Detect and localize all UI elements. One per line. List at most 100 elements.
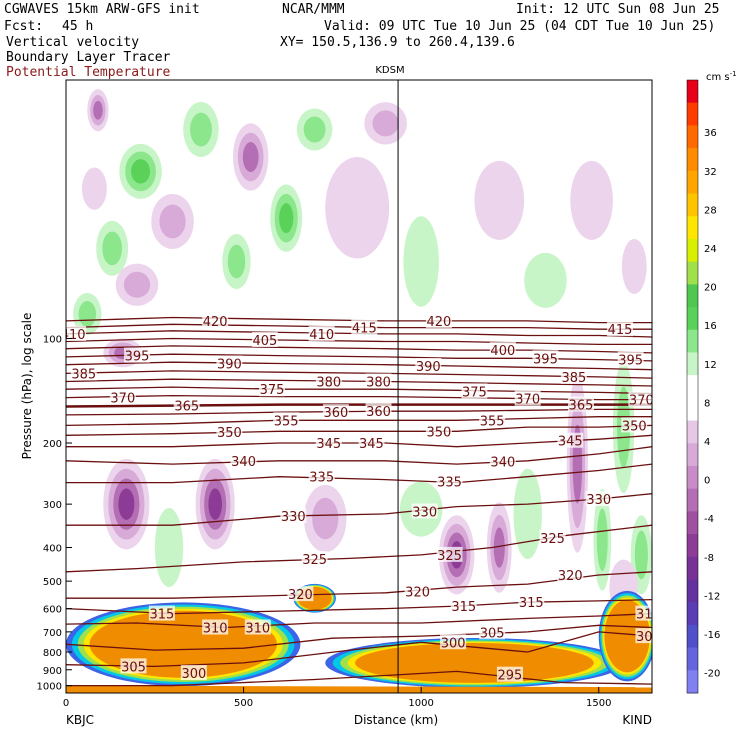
colorbar-segment — [687, 284, 698, 308]
contour-label-bg — [230, 452, 257, 468]
colorbar-tick-label: 16 — [704, 321, 717, 332]
contour-label-310: 310 — [203, 622, 228, 637]
theta-contour-310 — [66, 612, 652, 629]
valid-time: Valid: 09 UTC Tue 10 Jun 25 (04 CDT Tue … — [324, 19, 716, 34]
colorbar-tick-label: -16 — [704, 630, 720, 641]
w-region-26 — [312, 497, 339, 540]
tracer-region-2 — [355, 642, 594, 683]
x-start-station: KBJC — [66, 713, 94, 727]
w-region-31 — [634, 530, 648, 580]
theta-contour-305 — [66, 624, 652, 651]
contour-label-bg — [202, 619, 229, 635]
w-region-2 — [131, 159, 151, 184]
contour-label-bg — [607, 321, 634, 337]
contour-label-315: 315 — [149, 608, 174, 623]
w-region-22 — [596, 508, 608, 571]
w-region-25 — [154, 507, 184, 588]
contour-label-bg — [280, 508, 307, 524]
theta-contour-410 — [66, 330, 652, 338]
colorbar-tick-label: 36 — [704, 128, 717, 139]
w-region-18 — [621, 238, 647, 294]
contour-label-bg — [635, 628, 652, 644]
contour-label-310: 310 — [245, 622, 270, 637]
colorbar-tick-label: 32 — [704, 167, 717, 178]
contour-label-330: 330 — [586, 493, 611, 508]
field-name-tracer: Boundary Layer Tracer — [6, 50, 171, 65]
contour-label-365: 365 — [569, 399, 594, 414]
colorbar-segment — [687, 261, 698, 285]
contour-label-420: 420 — [426, 315, 451, 330]
y-axis-label: Pressure (hPa), log scale — [20, 313, 34, 460]
contour-label-360: 360 — [366, 405, 391, 420]
contour-label-bg — [273, 412, 300, 428]
w-region-0 — [93, 100, 103, 120]
theta-contour-380 — [66, 378, 652, 387]
contour-label-bg — [124, 347, 151, 363]
x-tick-label: 1500 — [586, 698, 611, 709]
contour-label-bg — [216, 355, 243, 371]
colorbar-segment — [687, 602, 698, 626]
contour-label-335: 335 — [437, 475, 462, 490]
contour-label-415: 415 — [352, 322, 377, 337]
theta-contour-345 — [66, 434, 652, 448]
w-region-24 — [208, 488, 222, 520]
contour-label-bg — [425, 423, 452, 439]
w-region-10 — [227, 244, 246, 279]
colorbar-unit: cm s-1 — [706, 70, 737, 83]
contour-label-345: 345 — [558, 435, 583, 450]
w-region-6 — [372, 110, 399, 137]
org-label: NCAR/MMM — [282, 2, 345, 17]
y-tick-label: 800 — [43, 648, 62, 659]
contour-label-bg — [479, 624, 506, 640]
y-tick-label: 600 — [43, 605, 62, 616]
colorbar-tick-label: -4 — [704, 514, 714, 525]
contour-label-bg — [621, 417, 648, 433]
contour-label-bg — [585, 491, 612, 507]
x-axis-label: Distance (km) — [354, 713, 438, 727]
contour-label-375: 375 — [260, 383, 285, 398]
contour-label-bg — [315, 373, 342, 389]
y-tick-label: 1000 — [37, 682, 62, 693]
x-tick-label: 1000 — [408, 698, 433, 709]
w-region-12 — [123, 271, 151, 298]
cross-section-endpoints: XY= 150.5,136.9 to 260.4,139.6 — [280, 35, 515, 50]
colorbar-segment — [687, 329, 698, 353]
y-tick-label: 700 — [43, 628, 62, 639]
contour-label-bg — [514, 390, 541, 406]
colorbar-segment — [687, 534, 698, 558]
contour-label-bg — [173, 397, 200, 413]
contour-label-385: 385 — [561, 371, 586, 386]
contour-label-bg — [109, 389, 136, 405]
contour-label-320: 320 — [405, 585, 430, 600]
contour-label-bg — [440, 634, 467, 650]
contour-label-300: 300 — [181, 667, 206, 682]
colorbar-tick-label: 8 — [704, 398, 710, 409]
theta-contour-295 — [66, 670, 652, 687]
colorbar-segment — [687, 375, 698, 399]
contour-label-380: 380 — [366, 376, 391, 391]
field-name-vertical-velocity: Vertical velocity — [6, 35, 140, 50]
contour-label-380: 380 — [316, 376, 341, 391]
w-region-5 — [303, 116, 326, 143]
colorbar-segment — [687, 465, 698, 490]
contour-label-bg — [617, 351, 644, 367]
contour-label-345: 345 — [359, 437, 384, 452]
contour-label-bg — [489, 342, 516, 358]
theta-contour-340 — [66, 446, 652, 465]
contour-label-bg — [489, 453, 516, 469]
contour-label-bg — [450, 598, 477, 614]
contour-label-bg — [539, 529, 566, 545]
w-region-9 — [102, 231, 123, 266]
colorbar-tick-label: -20 — [704, 669, 720, 680]
contour-label-bg — [635, 605, 652, 621]
x-end-station: KIND — [622, 713, 652, 727]
colorbar-tick-label: -8 — [704, 553, 714, 564]
contour-label-420: 420 — [203, 315, 228, 330]
contour-label-340: 340 — [490, 455, 515, 470]
contour-label-410: 410 — [309, 328, 334, 343]
contour-label-410: 410 — [61, 328, 86, 343]
field-name-theta: Potential Temperature — [6, 65, 171, 80]
y-tick-label: 200 — [43, 439, 62, 450]
contour-label-bg — [557, 432, 584, 448]
